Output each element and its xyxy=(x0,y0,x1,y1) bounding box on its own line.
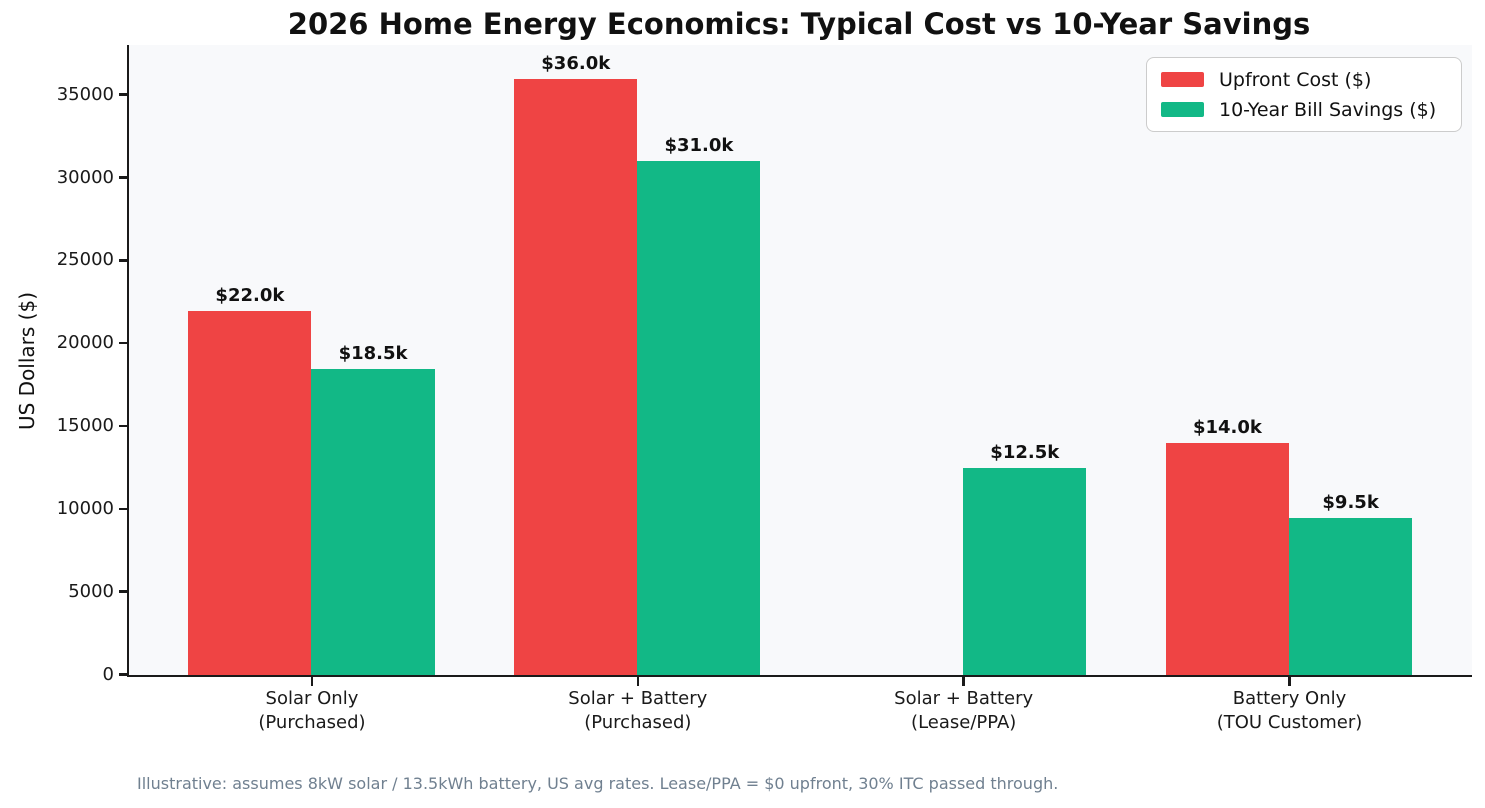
x-tick-mark xyxy=(1288,677,1291,686)
y-tick-label: 0 xyxy=(102,663,114,685)
footnote: Illustrative: assumes 8kW solar / 13.5kW… xyxy=(137,774,1059,793)
x-tick-mark xyxy=(636,677,640,686)
upfront-cost-swatch xyxy=(1161,72,1204,87)
bill-savings-bar xyxy=(1289,517,1413,675)
y-tick-label: 5000 xyxy=(68,580,114,602)
bar-value-label: $14.0k xyxy=(1192,417,1262,439)
y-tick-label: 10000 xyxy=(56,497,114,519)
x-category-label: Battery Only (TOU Customer) xyxy=(1216,688,1363,733)
y-tick-mark xyxy=(119,673,127,676)
upfront-cost-bar xyxy=(188,310,312,675)
x-category-label: Solar + Battery (Lease/PPA) xyxy=(894,688,1034,733)
plot-area: $22.0k $36.0k $14.0k $18.5k $31.0k $12.5k $9.5… xyxy=(127,45,1472,677)
upfront-cost-bar xyxy=(514,78,638,675)
y-tick-label: 25000 xyxy=(56,249,114,271)
bar-value-label: $22.0k xyxy=(215,284,285,306)
y-tick-mark xyxy=(119,424,127,428)
y-tick-mark xyxy=(119,93,127,96)
bar-value-label: $18.5k xyxy=(338,342,408,364)
bill-savings-bar xyxy=(963,467,1087,675)
bar-value-label: $9.5k xyxy=(1322,491,1379,513)
legend-label-upfront-cost: Upfront Cost ($) xyxy=(1219,68,1372,91)
upfront-cost-bar xyxy=(1165,443,1289,675)
legend: Upfront Cost ($) 10-Year Bill Savings ($… xyxy=(1146,57,1462,132)
y-tick-label: 15000 xyxy=(56,415,114,436)
x-category-label: Solar Only (Purchased) xyxy=(258,688,366,733)
bill-savings-bar xyxy=(311,368,435,675)
y-tick-mark xyxy=(119,176,127,179)
y-tick-mark xyxy=(119,259,127,262)
y-tick-mark xyxy=(119,341,127,345)
y-tick-mark xyxy=(119,590,127,593)
legend-item-upfront-cost: Upfront Cost ($) xyxy=(1161,66,1447,93)
x-tick-mark xyxy=(310,677,314,686)
y-tick-label: 20000 xyxy=(56,332,114,354)
y-tick-label: 35000 xyxy=(56,83,114,105)
bill-savings-bar xyxy=(637,161,761,675)
x-tick-mark xyxy=(962,677,965,686)
bar-value-label: $12.5k xyxy=(990,441,1060,463)
x-category-label: Solar + Battery (Purchased) xyxy=(568,688,708,733)
y-axis-label: US Dollars ($) xyxy=(15,291,39,431)
legend-item-bill-savings: 10-Year Bill Savings ($) xyxy=(1161,96,1447,123)
y-tick-label: 30000 xyxy=(56,166,114,188)
bill-savings-swatch xyxy=(1161,102,1204,117)
legend-label-bill-savings: 10-Year Bill Savings ($) xyxy=(1219,98,1437,121)
y-tick-mark xyxy=(119,507,127,511)
bar-value-label: $31.0k xyxy=(664,135,734,157)
bar-value-label: $36.0k xyxy=(541,52,611,74)
chart-title: 2026 Home Energy Economics: Typical Cost… xyxy=(287,7,1311,41)
